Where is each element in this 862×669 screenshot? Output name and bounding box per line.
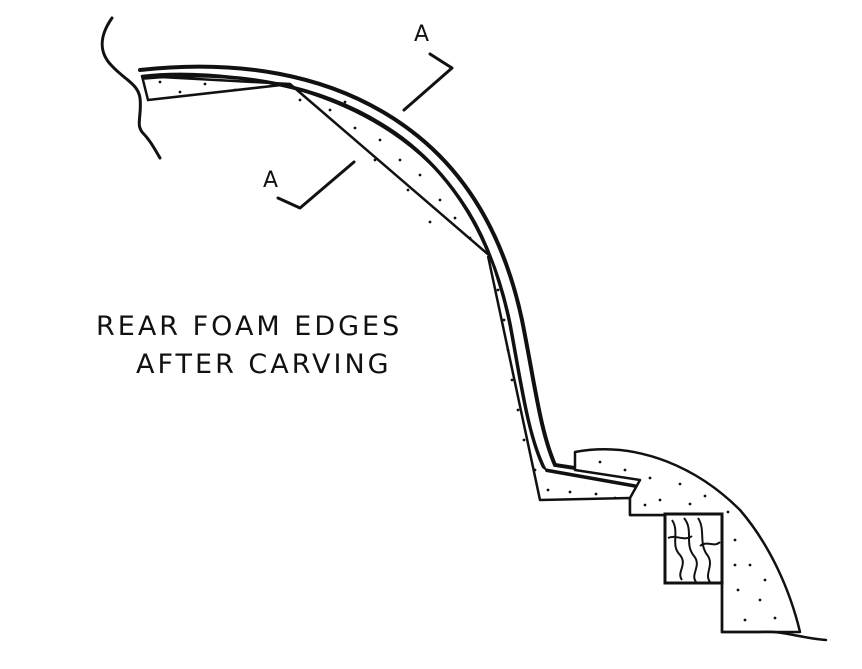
section-label-upper: A xyxy=(414,22,430,47)
outer-shell-inner xyxy=(143,74,637,488)
foam-layer-top-underside xyxy=(140,75,291,102)
foam-layer-top xyxy=(140,72,492,258)
caption-line-2: AFTER CARVING xyxy=(136,349,392,380)
outer-shell-outer xyxy=(138,64,642,480)
foam-layer-lower xyxy=(488,256,632,505)
foam-stipple xyxy=(158,80,777,622)
torn-edge-line xyxy=(100,16,162,160)
section-marker-upper xyxy=(402,52,454,112)
caption-line-1: REAR FOAM EDGES xyxy=(96,311,403,342)
section-marker-lower xyxy=(276,160,356,210)
ground-line xyxy=(720,581,828,642)
wood-grain xyxy=(667,517,721,583)
section-label-lower: A xyxy=(263,168,279,193)
